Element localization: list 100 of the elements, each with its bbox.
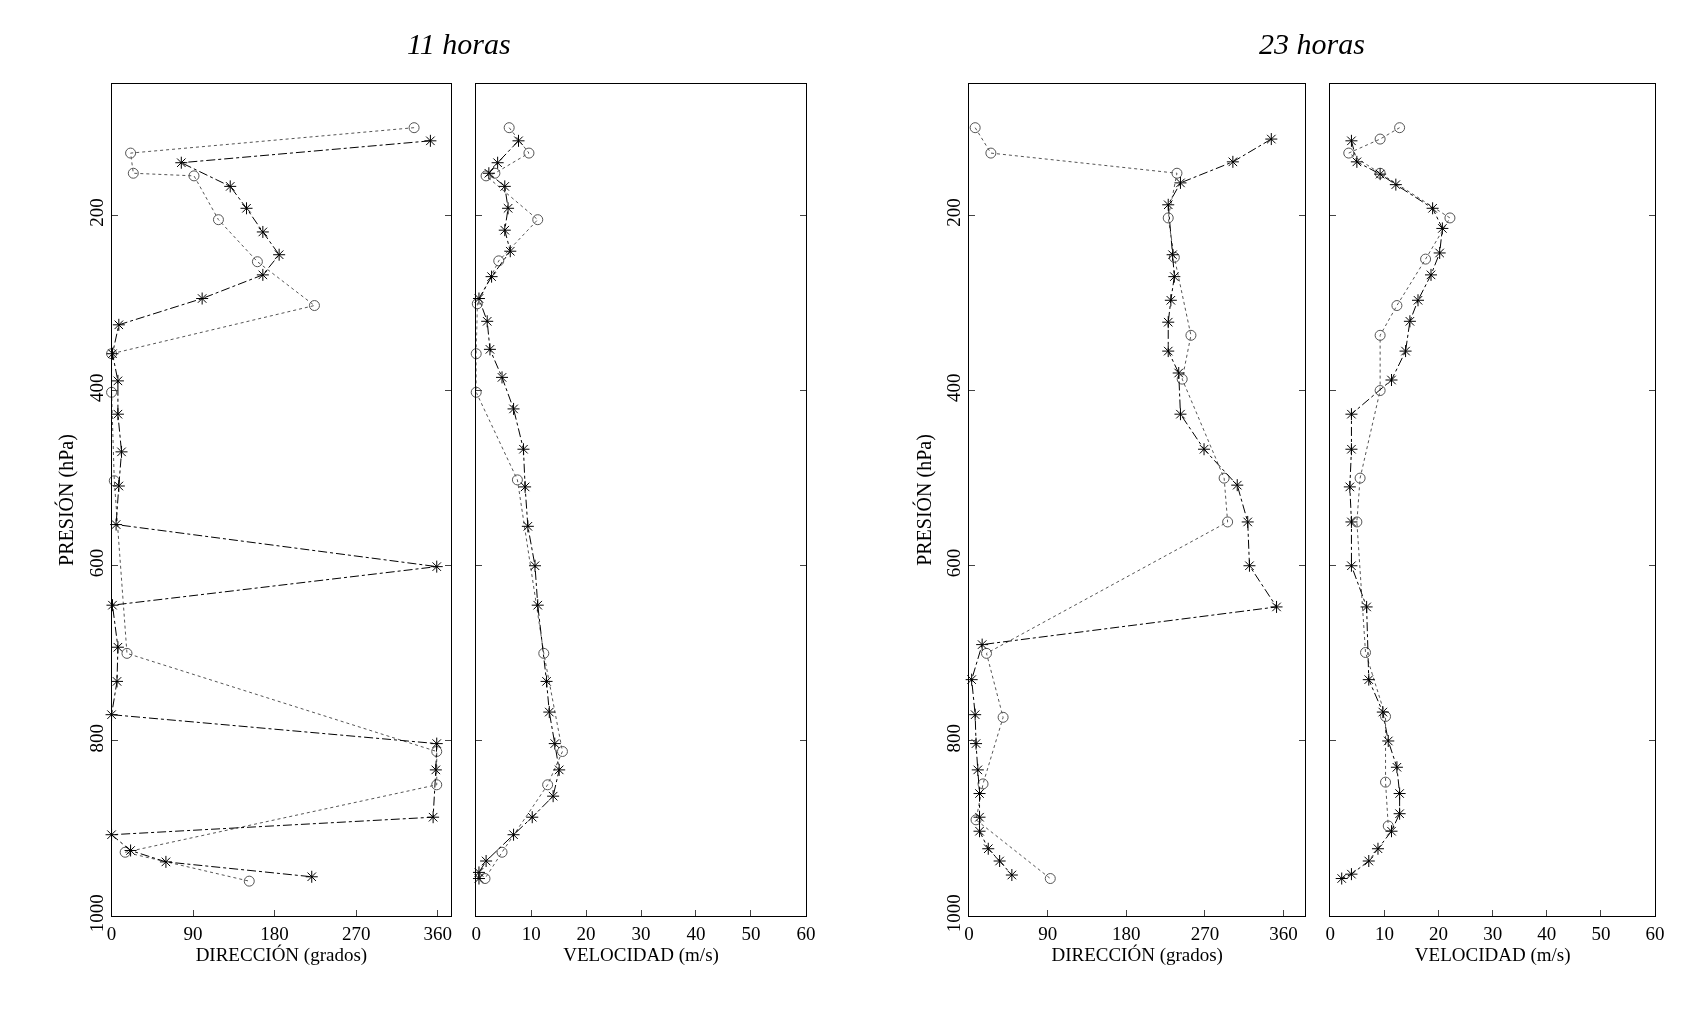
point: [1242, 559, 1256, 573]
point: [1393, 787, 1407, 801]
x-tick-label: 50: [1591, 923, 1611, 944]
x-axis-title: VELOCIDAD (m/s): [563, 944, 719, 966]
point: [1344, 134, 1358, 148]
x-tick-label: 40: [1537, 923, 1557, 944]
point: [1161, 344, 1175, 358]
point: [981, 842, 995, 856]
point: [540, 674, 554, 688]
chart-title: 11 horas: [407, 27, 511, 60]
point: [518, 480, 532, 494]
y-tick-label: 200: [943, 198, 965, 227]
point: [501, 201, 515, 215]
point: [981, 647, 993, 659]
point: [1399, 344, 1413, 358]
point: [503, 122, 515, 134]
point: [430, 737, 444, 751]
y-tick-label: 800: [85, 723, 107, 753]
point: [1350, 155, 1364, 169]
point: [1385, 373, 1398, 387]
point: [1374, 385, 1386, 397]
point: [426, 810, 440, 824]
point: [243, 875, 255, 887]
point: [223, 179, 237, 193]
point: [1381, 734, 1395, 748]
point: [1162, 212, 1174, 224]
point: [423, 134, 437, 148]
point: [479, 854, 493, 868]
point: [1382, 820, 1394, 832]
point: [1264, 132, 1278, 146]
x-tick-label: 180: [1112, 923, 1141, 944]
x-tick-label: 360: [423, 923, 452, 944]
point: [507, 828, 521, 842]
point: [1360, 646, 1372, 658]
point: [1403, 314, 1417, 328]
point: [965, 673, 979, 687]
point: [106, 386, 118, 398]
point: [521, 519, 535, 533]
x-tick-label: 60: [1645, 923, 1665, 944]
point: [1343, 147, 1355, 159]
point: [112, 318, 126, 332]
point: [195, 292, 209, 306]
point: [1164, 293, 1178, 307]
point: [111, 407, 125, 421]
point: [1360, 600, 1374, 614]
point: [472, 865, 486, 879]
point: [431, 779, 443, 791]
point: [997, 711, 1009, 723]
point: [470, 386, 482, 398]
point: [1222, 516, 1234, 528]
point: [471, 298, 483, 310]
point: [125, 147, 137, 159]
point: [112, 479, 126, 493]
x-tick-label: 270: [341, 923, 371, 944]
point: [1344, 407, 1358, 421]
point: [1161, 198, 1175, 212]
point: [1241, 515, 1255, 529]
point: [969, 122, 981, 134]
point: [542, 779, 554, 791]
point: [430, 560, 444, 574]
point: [528, 559, 542, 573]
x-tick-label: 90: [1038, 923, 1058, 944]
point: [1411, 293, 1425, 307]
x-tick-label: 360: [1269, 923, 1298, 944]
point: [482, 166, 496, 180]
point: [491, 156, 505, 170]
point: [1354, 472, 1366, 484]
point: [1351, 516, 1363, 528]
point: [305, 870, 319, 884]
point: [1185, 329, 1197, 341]
point: [977, 778, 989, 790]
point: [985, 147, 997, 159]
point: [969, 737, 983, 751]
point: [1161, 315, 1175, 329]
point: [1197, 442, 1211, 456]
point: [1344, 559, 1358, 573]
x-tick-label: 0: [1325, 923, 1336, 944]
point: [105, 828, 119, 842]
x-axis-title: DIRECCIÓN (grados): [195, 944, 368, 966]
y-axis-title: PRESIÓN (hPa): [911, 434, 936, 566]
point: [1344, 442, 1358, 456]
point: [971, 763, 985, 777]
point: [511, 474, 523, 486]
x-tick-label: 180: [260, 923, 289, 944]
point: [1176, 373, 1188, 385]
point: [115, 445, 129, 459]
point: [105, 598, 119, 612]
point: [212, 214, 224, 226]
point: [1343, 480, 1357, 494]
point: [429, 763, 443, 777]
point: [556, 745, 568, 757]
point: [1374, 329, 1386, 341]
point: [1172, 366, 1186, 380]
point: [174, 156, 188, 170]
y-tick-label: 1000: [85, 894, 107, 933]
point: [127, 167, 139, 179]
point: [973, 810, 987, 824]
point: [1335, 872, 1349, 886]
point: [542, 705, 556, 719]
x-tick-label: 90: [183, 923, 203, 944]
